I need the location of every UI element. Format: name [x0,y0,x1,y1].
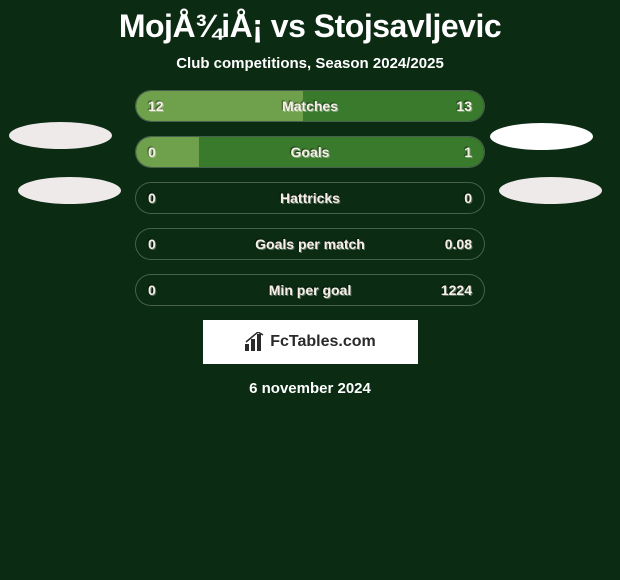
value-left: 12 [148,98,164,114]
decorative-ellipse [490,123,593,150]
value-right: 13 [456,98,472,114]
comparison-row: 0 Goals per match 0.08 [135,228,485,260]
comparison-rows: 12 Matches 13 0 Goals 1 0 Hattricks 0 0 Goals per … [135,90,485,306]
value-left: 0 [148,282,156,298]
comparison-row: 0 Min per goal 1224 [135,274,485,306]
comparison-row: 0 Hattricks 0 [135,182,485,214]
decorative-ellipse [499,177,602,204]
watermark-text: FcTables.com [270,333,376,351]
value-left: 0 [148,236,156,252]
value-left: 0 [148,190,156,206]
watermark-badge: FcTables.com [203,320,418,364]
page-title: MojÅ¾iÅ¡ vs Stojsavljevic [0,8,620,45]
decorative-ellipse [9,122,112,149]
decorative-ellipse [18,177,121,204]
value-right: 1 [464,144,472,160]
chart-icon [244,332,266,352]
comparison-row: 0 Goals 1 [135,136,485,168]
bar-fill-left [136,137,199,167]
value-right: 0.08 [445,236,472,252]
row-label: Goals per match [255,236,365,252]
row-label: Min per goal [269,282,351,298]
bar-fill-right [199,137,484,167]
value-right: 0 [464,190,472,206]
page-subtitle: Club competitions, Season 2024/2025 [0,55,620,72]
row-label: Goals [291,144,330,160]
row-label: Matches [282,98,338,114]
comparison-row: 12 Matches 13 [135,90,485,122]
value-right: 1224 [441,282,472,298]
date-line: 6 november 2024 [0,380,620,397]
row-label: Hattricks [280,190,340,206]
value-left: 0 [148,144,156,160]
